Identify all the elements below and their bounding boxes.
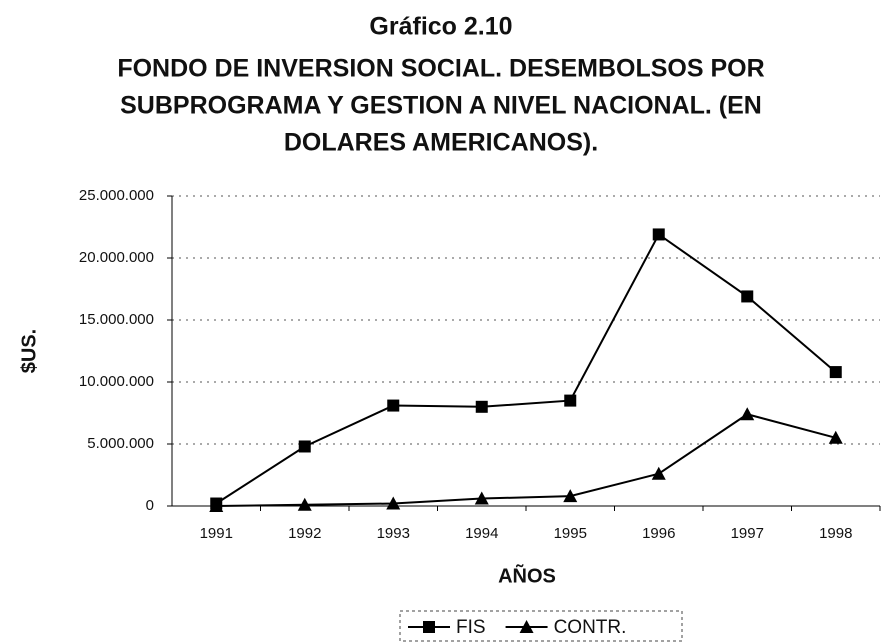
marker bbox=[651, 466, 666, 480]
x-tick-label: 1996 bbox=[642, 525, 675, 542]
x-tick-label: 1995 bbox=[554, 525, 587, 542]
marker bbox=[297, 497, 312, 511]
x-tick-label: 1992 bbox=[288, 525, 321, 542]
legend-box bbox=[399, 610, 683, 642]
marker bbox=[475, 400, 488, 413]
marker bbox=[828, 430, 843, 444]
marker bbox=[423, 621, 435, 633]
marker bbox=[386, 496, 401, 510]
marker bbox=[564, 394, 577, 407]
series-line bbox=[216, 413, 837, 507]
marker bbox=[741, 290, 754, 303]
legend-label: FIS bbox=[456, 617, 486, 638]
y-tick-label: 10.000.000 bbox=[79, 373, 154, 390]
y-tick-label: 0 bbox=[146, 497, 154, 514]
marker bbox=[563, 489, 578, 503]
marker bbox=[740, 407, 755, 421]
x-tick-label: 1994 bbox=[465, 525, 498, 542]
marker bbox=[298, 440, 311, 453]
y-tick-label: 5.000.000 bbox=[87, 435, 154, 452]
y-tick-label: 20.000.000 bbox=[79, 249, 154, 266]
x-tick-label: 1997 bbox=[731, 525, 764, 542]
marker bbox=[829, 366, 842, 379]
marker bbox=[474, 491, 489, 505]
marker bbox=[519, 620, 534, 633]
marker bbox=[209, 499, 224, 512]
x-tick-label: 1993 bbox=[377, 525, 410, 542]
legend-label: CONTR. bbox=[554, 617, 627, 638]
x-axis-label: AÑOS bbox=[498, 564, 556, 587]
y-tick-label: 15.000.000 bbox=[79, 311, 154, 328]
chart-subtitle: SUBPROGRAMA Y GESTION A NIVEL NACIONAL. … bbox=[120, 92, 762, 120]
y-axis-label: $US. bbox=[18, 329, 40, 373]
chart-subtitle: FONDO DE INVERSION SOCIAL. DESEMBOLSOS P… bbox=[117, 55, 764, 83]
x-tick-label: 1998 bbox=[819, 525, 852, 542]
y-tick-label: 25.000.000 bbox=[79, 187, 154, 204]
chart-title: Gráfico 2.10 bbox=[369, 13, 512, 41]
x-tick-label: 1991 bbox=[200, 525, 233, 542]
marker bbox=[387, 399, 400, 412]
marker bbox=[652, 228, 665, 241]
chart-subtitle: DOLARES AMERICANOS). bbox=[284, 129, 598, 157]
series-line bbox=[215, 232, 837, 505]
